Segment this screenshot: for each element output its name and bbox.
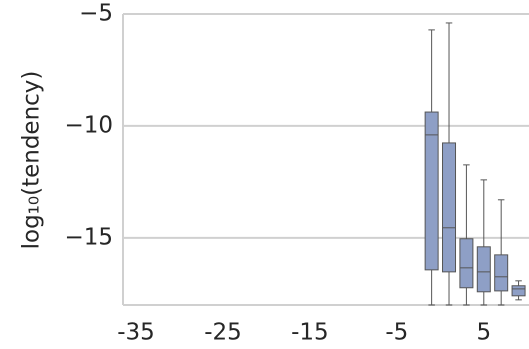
- box: [476, 246, 491, 293]
- y-tick-label: −15: [64, 224, 113, 250]
- box: [511, 285, 526, 297]
- box: [459, 238, 474, 289]
- y-tick-label: −5: [79, 1, 113, 27]
- x-tick-label: -15: [291, 320, 329, 346]
- x-tick-label: -5: [385, 320, 408, 346]
- y-axis-label: log₁₀(tendency): [19, 71, 45, 250]
- x-tick-label: -35: [117, 320, 155, 346]
- box: [494, 254, 509, 292]
- x-tick-label: 5: [476, 320, 491, 346]
- box: [424, 111, 439, 271]
- box: [442, 142, 457, 273]
- y-tick-label: −10: [64, 112, 113, 138]
- x-tick-label: -25: [204, 320, 242, 346]
